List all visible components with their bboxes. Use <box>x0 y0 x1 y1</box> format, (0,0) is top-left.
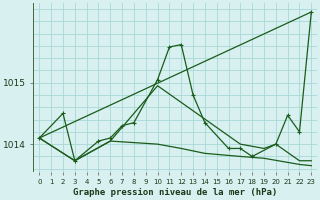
X-axis label: Graphe pression niveau de la mer (hPa): Graphe pression niveau de la mer (hPa) <box>73 188 277 197</box>
